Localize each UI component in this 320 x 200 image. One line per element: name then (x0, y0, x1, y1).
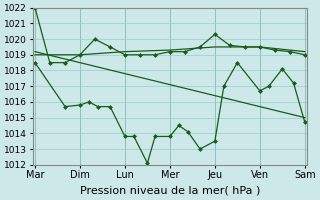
X-axis label: Pression niveau de la mer( hPa ): Pression niveau de la mer( hPa ) (80, 186, 260, 196)
